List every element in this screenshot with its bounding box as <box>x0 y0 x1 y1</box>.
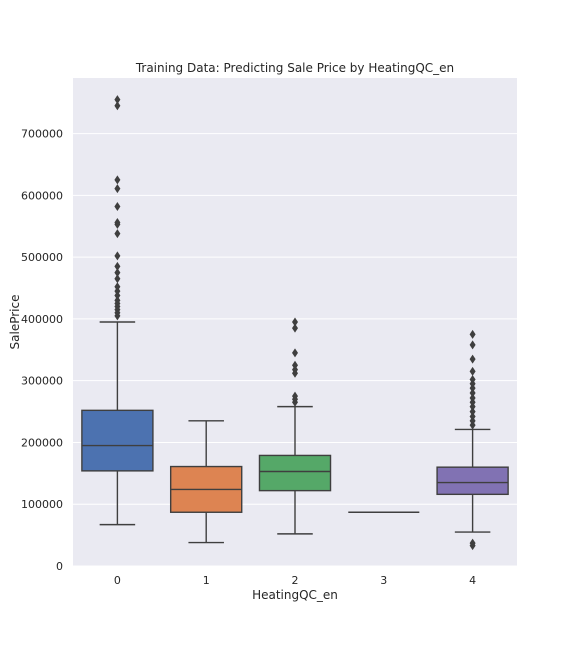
y-tick-label: 100000 <box>21 498 63 511</box>
y-tick-label: 700000 <box>21 128 63 141</box>
y-axis-label: SalePrice <box>8 295 22 350</box>
box-iqr <box>82 410 153 471</box>
x-tick-label: 4 <box>469 574 476 587</box>
y-tick-label: 500000 <box>21 251 63 264</box>
x-tick-label: 1 <box>203 574 210 587</box>
y-tick-label: 300000 <box>21 375 63 388</box>
x-tick-label: 0 <box>114 574 121 587</box>
box-iqr <box>437 467 508 494</box>
y-tick-label: 600000 <box>21 189 63 202</box>
x-tick-label: 3 <box>380 574 387 587</box>
x-axis-label: HeatingQC_en <box>252 588 338 602</box>
box-iqr <box>259 455 330 490</box>
x-tick-labels: 0 1 2 3 4 <box>114 574 476 587</box>
y-tick-label: 400000 <box>21 313 63 326</box>
x-tick-label: 2 <box>292 574 299 587</box>
y-tick-label: 200000 <box>21 436 63 449</box>
chart-title: Training Data: Predicting Sale Price by … <box>135 61 454 75</box>
y-tick-labels: 0 100000 200000 300000 400000 500000 600000 700… <box>21 128 63 573</box>
y-tick-label: 0 <box>56 560 63 573</box>
